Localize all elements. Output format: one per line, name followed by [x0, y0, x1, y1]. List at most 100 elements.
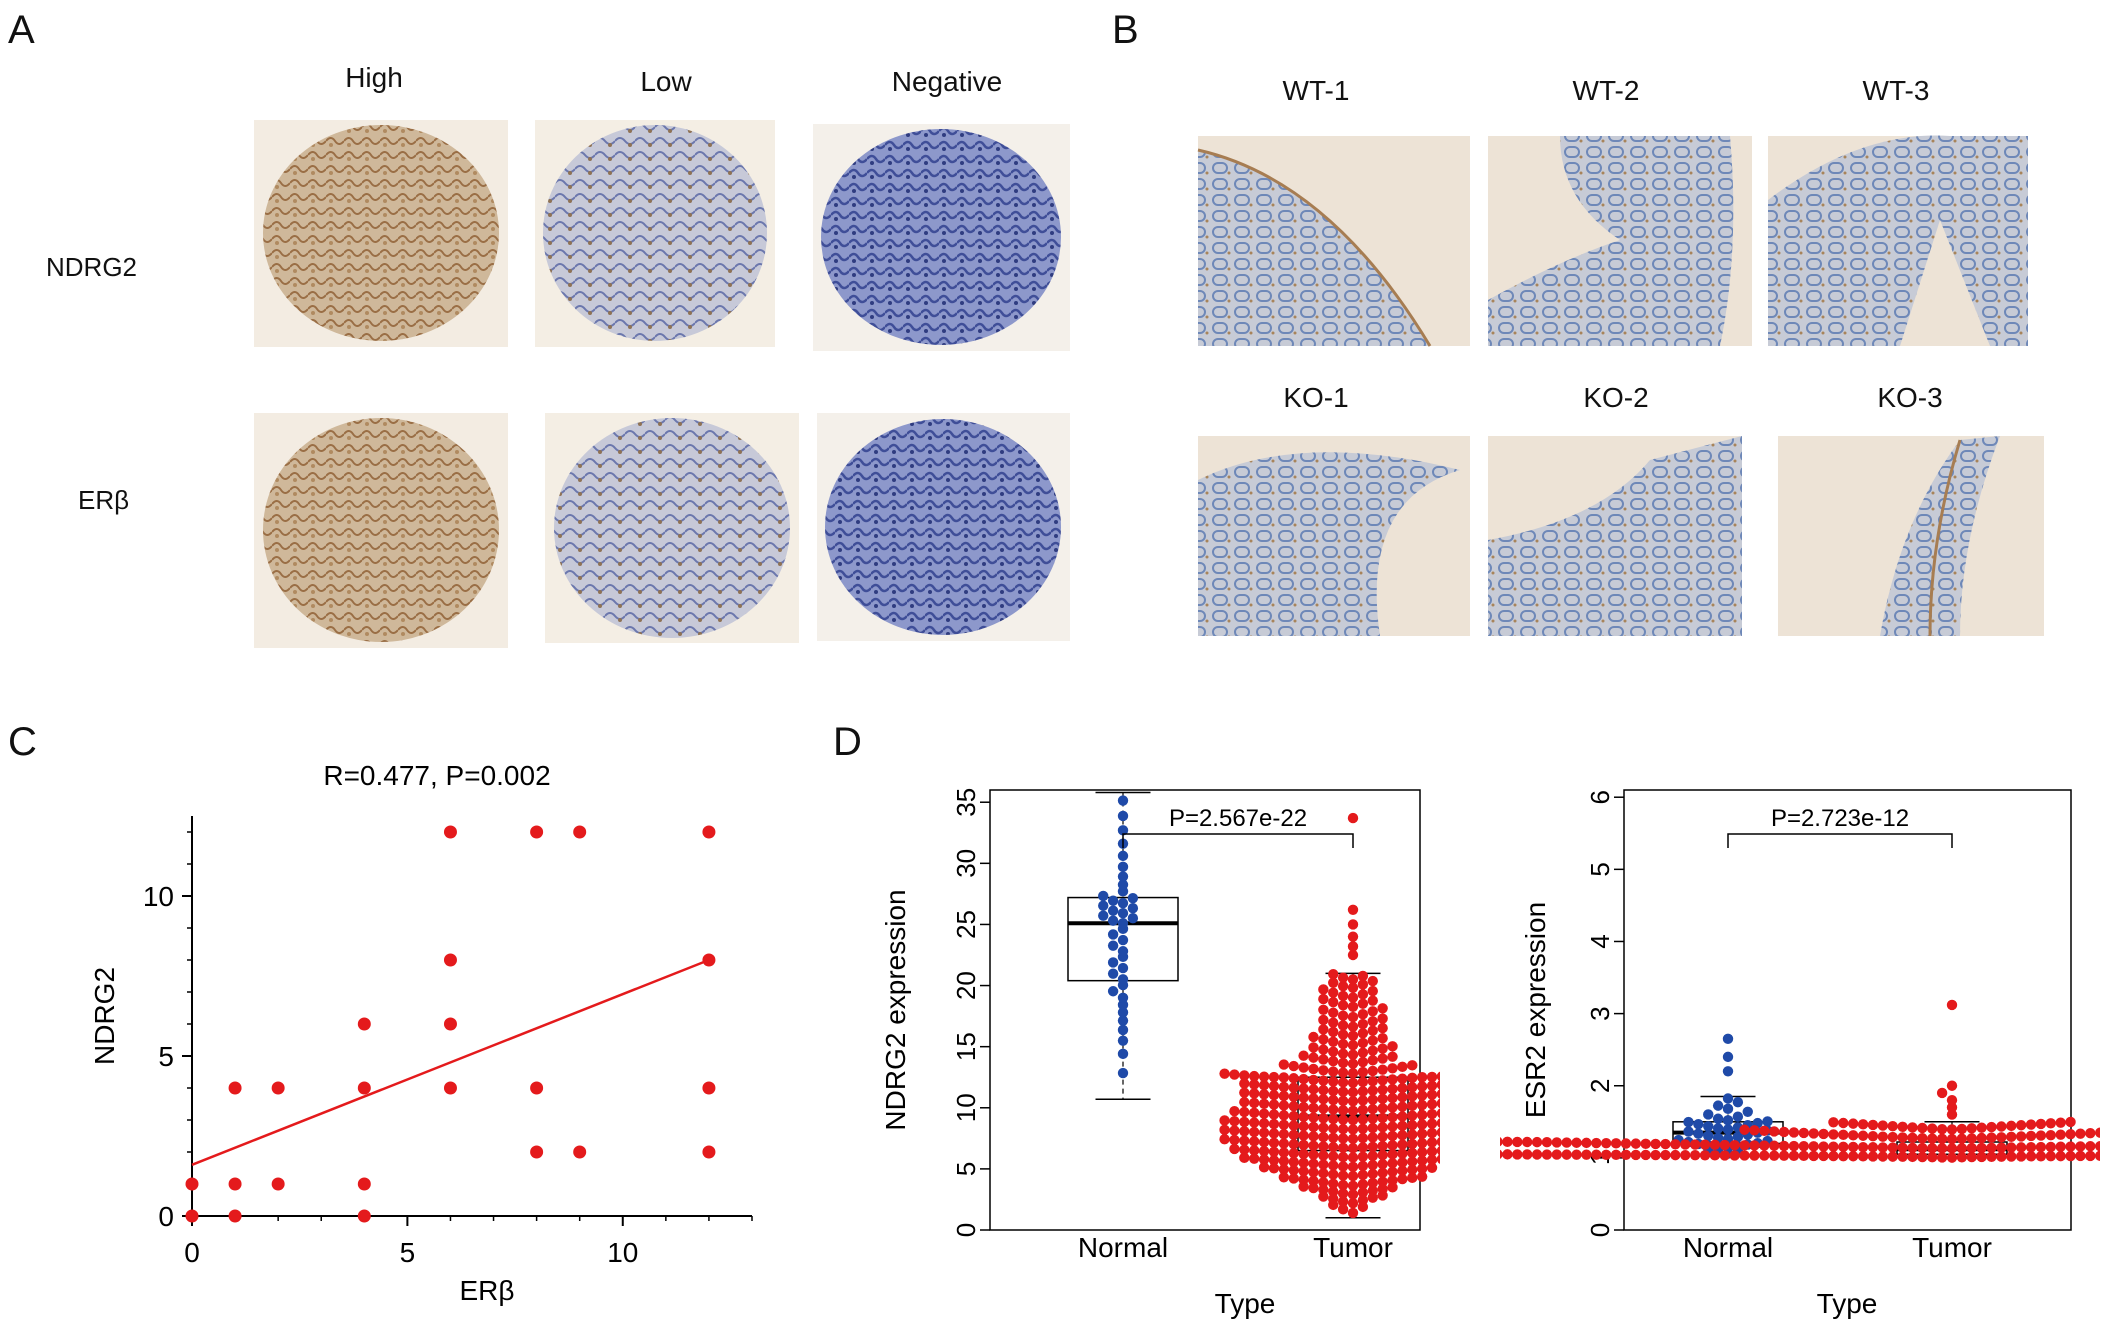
- data-point: [1502, 1149, 1513, 1160]
- data-point: [2045, 1141, 2056, 1153]
- data-point: [1357, 1194, 1369, 1206]
- scatter-point: [443, 1081, 457, 1095]
- data-point: [1683, 1116, 1694, 1128]
- data-point: [1377, 1167, 1388, 1179]
- data-point: [1337, 1196, 1349, 1207]
- data-point: [1521, 1149, 1533, 1160]
- data-point: [1877, 1142, 1889, 1153]
- data-point: [1630, 1149, 1642, 1161]
- data-point: [1377, 1158, 1388, 1170]
- y-axis-label: NDRG2 expression: [880, 889, 911, 1130]
- data-point: [2055, 1117, 2066, 1128]
- data-point: [1500, 1149, 1503, 1159]
- colon-wt1-image: [1197, 136, 1470, 347]
- data-point: [1239, 1116, 1250, 1128]
- data-point: [1328, 1017, 1339, 1028]
- data-point: [1387, 1041, 1398, 1052]
- tma-ndrg2-high-image: [254, 120, 508, 347]
- data-point: [1239, 1087, 1250, 1098]
- data-point: [2065, 1128, 2076, 1140]
- data-point: [1416, 1090, 1428, 1101]
- p-value-label: P=2.567e-22: [1169, 805, 1307, 832]
- data-point: [1367, 985, 1378, 997]
- data-point: [1298, 1166, 1309, 1177]
- data-point: [1377, 1043, 1388, 1054]
- data-point: [1239, 1070, 1250, 1081]
- data-point: [1288, 1139, 1299, 1150]
- data-point: [1693, 1128, 1704, 1139]
- data-point: [1521, 1136, 1533, 1148]
- data-point: [1219, 1134, 1230, 1145]
- data-point: [1946, 1109, 1958, 1120]
- data-point: [1426, 1146, 1438, 1157]
- data-point: [1798, 1150, 1809, 1162]
- data-point: [1318, 984, 1329, 995]
- scatter-point: [443, 825, 457, 839]
- data-point: [1337, 1142, 1349, 1154]
- data-point: [1986, 1151, 1997, 1162]
- data-point: [1377, 1022, 1388, 1034]
- data-point: [2006, 1131, 2017, 1143]
- data-point: [1699, 1139, 1711, 1150]
- data-point: [1229, 1143, 1240, 1155]
- data-point: [1347, 1087, 1359, 1098]
- data-point: [1996, 1151, 2007, 1162]
- scatter-point: [185, 1209, 199, 1223]
- data-point: [1699, 1150, 1711, 1161]
- data-point: [1278, 1090, 1290, 1102]
- data-point: [1347, 1161, 1359, 1173]
- data-point: [1407, 1072, 1418, 1084]
- data-point: [1117, 934, 1129, 946]
- data-point: [1387, 1051, 1398, 1062]
- data-point: [1098, 910, 1109, 921]
- data-point: [1117, 1035, 1129, 1046]
- data-point: [1500, 1137, 1503, 1147]
- data-point: [1328, 977, 1339, 988]
- data-point: [1828, 1150, 1839, 1162]
- scatter-point: [443, 953, 457, 967]
- data-point: [1877, 1151, 1889, 1162]
- data-point: [2006, 1120, 2017, 1132]
- tma-erb-negative-image: [817, 413, 1070, 641]
- data-point: [1229, 1115, 1240, 1127]
- data-point: [1347, 1180, 1359, 1191]
- data-point: [1318, 1014, 1329, 1026]
- data-point: [1117, 946, 1129, 957]
- data-point: [1749, 1125, 1760, 1136]
- data-point: [1239, 1106, 1250, 1118]
- data-point: [1848, 1130, 1859, 1141]
- data-point: [1258, 1108, 1270, 1119]
- data-point: [1946, 1152, 1958, 1163]
- data-point: [1367, 1141, 1378, 1152]
- data-point: [1377, 1084, 1388, 1095]
- data-point: [1347, 904, 1359, 915]
- y-axis-label: NDRG2: [89, 967, 120, 1065]
- data-point: [2075, 1150, 2086, 1162]
- data-point: [1367, 1065, 1378, 1077]
- data-point: [1337, 1105, 1349, 1116]
- data-point: [2045, 1118, 2056, 1129]
- data-point: [1328, 1113, 1339, 1125]
- data-point: [1318, 1075, 1329, 1086]
- col-label-low: Low: [640, 66, 692, 97]
- data-point: [1788, 1127, 1800, 1138]
- data-point: [1778, 1140, 1790, 1152]
- data-point: [1318, 1004, 1329, 1016]
- ko1-label: KO-1: [1283, 382, 1349, 413]
- data-point: [1308, 1140, 1319, 1151]
- scatter-point: [228, 1081, 242, 1095]
- data-point: [1298, 1139, 1309, 1151]
- data-point: [1397, 1111, 1408, 1122]
- scatter-point: [530, 825, 544, 839]
- data-point: [1117, 1007, 1129, 1018]
- data-point: [1318, 1168, 1329, 1179]
- scatter-point: [702, 825, 716, 839]
- data-point: [1288, 1129, 1299, 1141]
- data-point: [1996, 1121, 2007, 1132]
- data-point: [1318, 1177, 1329, 1188]
- data-point: [1610, 1149, 1622, 1161]
- data-point: [1288, 1156, 1299, 1168]
- data-point: [2065, 1116, 2076, 1128]
- scatter-point: [702, 1081, 716, 1095]
